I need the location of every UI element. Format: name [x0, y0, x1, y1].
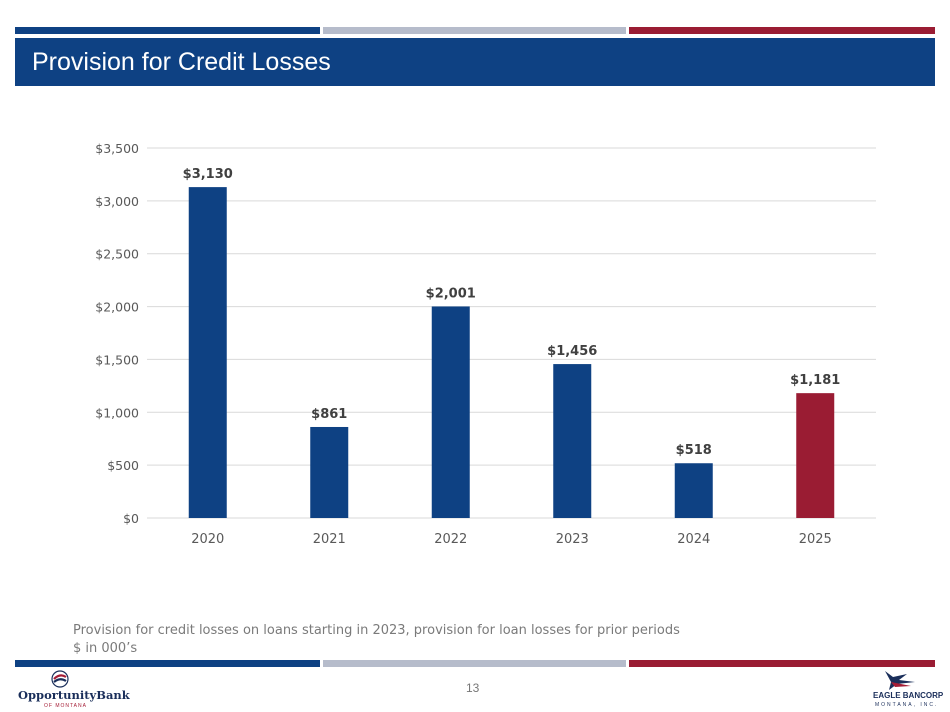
bar-2021: [310, 426, 349, 518]
top-stripe-gray: [323, 27, 626, 34]
bottom-stripe-red: [629, 660, 935, 667]
title-bar: Provision for Credit Losses: [15, 38, 935, 86]
bar-2020: [188, 187, 227, 518]
data-label-2020: $3,130: [183, 167, 233, 182]
top-stripe-navy: [15, 27, 320, 34]
logo-left-name: OpportunityBank: [18, 688, 130, 702]
bar-2022: [431, 306, 470, 518]
y-tick-label: $500: [107, 458, 139, 473]
data-label-2022: $2,001: [426, 286, 476, 301]
data-label-2023: $1,456: [547, 344, 597, 359]
x-tick-label-2025: 2025: [799, 532, 832, 547]
bottom-stripe-gray: [323, 660, 626, 667]
y-tick-label: $2,000: [95, 300, 139, 315]
x-tick-label-2022: 2022: [434, 532, 467, 547]
logo-right-sub: MONTANA, INC.: [875, 702, 939, 708]
logo-right-name: EAGLE BANCORP: [873, 691, 944, 700]
bottom-stripe-navy: [15, 660, 320, 667]
page-number: 13: [466, 681, 480, 695]
y-tick-label: $1,500: [95, 352, 139, 367]
bar-2024: [674, 463, 713, 518]
data-label-2024: $518: [676, 443, 712, 458]
y-tick-label: $3,500: [95, 141, 139, 156]
data-label-2025: $1,181: [790, 373, 840, 388]
x-tick-label-2021: 2021: [313, 532, 346, 547]
y-tick-label: $2,500: [95, 247, 139, 262]
y-tick-label: $3,000: [95, 194, 139, 209]
footnote-line-2: $ in 000’s: [73, 641, 138, 656]
footnote-line-1: Provision for credit losses on loans sta…: [73, 623, 680, 638]
bar-2023: [553, 364, 592, 518]
opportunity-bank-logo-icon: OpportunityBank OF MONTANA: [18, 670, 130, 710]
y-tick-label: $1,000: [95, 405, 139, 420]
x-tick-label-2023: 2023: [556, 532, 589, 547]
data-label-2021: $861: [311, 407, 347, 422]
eagle-bancorp-logo-icon: EAGLE BANCORP MONTANA, INC.: [855, 668, 944, 712]
logo-left-sub: OF MONTANA: [44, 703, 87, 709]
x-tick-label-2024: 2024: [677, 532, 710, 547]
x-tick-label-2020: 2020: [191, 532, 224, 547]
y-tick-label: $0: [123, 511, 139, 526]
top-stripe-red: [629, 27, 935, 34]
page-title: Provision for Credit Losses: [32, 48, 331, 76]
bar-2025: [796, 393, 835, 518]
